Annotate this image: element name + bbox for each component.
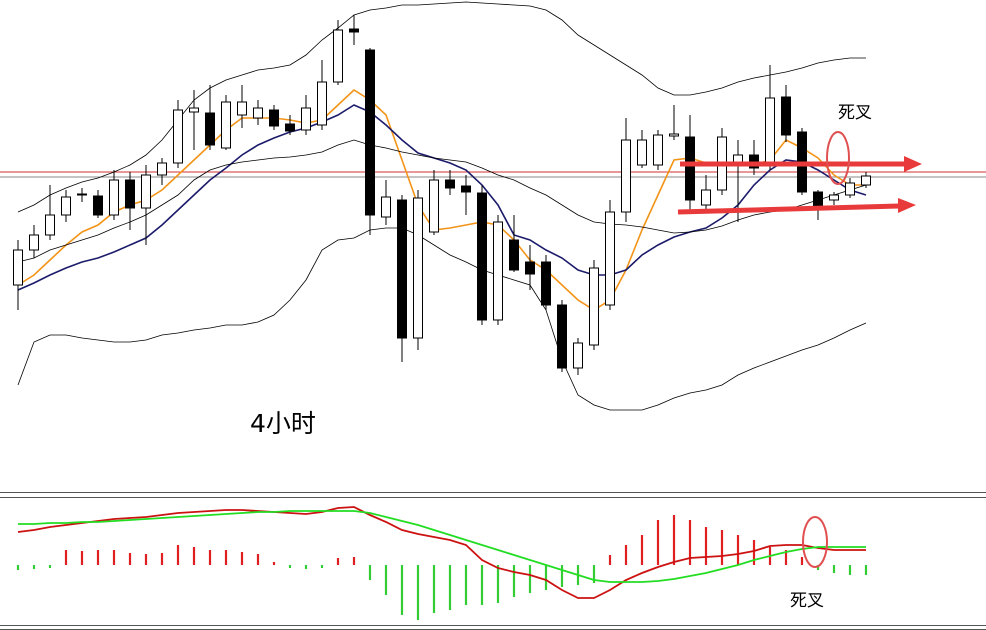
candle-body [445,179,455,189]
candle-body [333,29,343,83]
candle-body [685,136,695,201]
candle-body [861,175,871,186]
candle-body [813,191,823,208]
indicator-line [17,227,867,411]
candle-body [301,107,311,131]
candle-body [285,123,295,132]
candle-body [701,189,711,206]
candle-body [621,139,631,213]
candle-body [781,96,791,136]
arrow-head [898,198,916,213]
candle-body [381,196,391,218]
candle-body [205,112,215,146]
candle-body [509,239,519,271]
candle-body [109,179,119,216]
candle-body [541,261,551,306]
candle-body [845,182,855,196]
candle-body [221,101,231,149]
annotation: 死叉 [838,103,872,123]
candle-body [189,107,199,113]
macd-line [17,506,866,599]
indicator-line [17,1,866,213]
candle-body [365,49,375,216]
candle-body [573,342,583,369]
candle-body [77,193,87,196]
candle-body [13,249,23,286]
candle-body [589,267,599,346]
arrow-head [904,156,922,172]
candle-body [653,134,663,166]
indicator-line [17,139,867,263]
macd-panel [16,506,868,620]
candle-body [173,109,183,164]
candle-body [349,28,359,33]
highlight-ellipse [802,516,828,568]
annotation: 死叉 [790,591,824,611]
candle-body [477,192,487,321]
candle-body [125,179,135,209]
candle-body [237,101,247,116]
candle-body [269,109,279,127]
candle-body [141,174,151,209]
candle-body [525,261,535,275]
candle-body [669,133,679,137]
annotation-shapes [677,131,922,568]
candle-body [29,234,39,251]
macd-line [18,510,866,583]
candle-body [829,194,839,201]
candle-body [605,211,615,306]
candle-body [429,179,439,233]
candle-body [93,195,103,216]
candle-body [461,185,471,193]
highlight-ellipse [826,131,850,185]
arrow [677,203,901,215]
candle-body [413,197,423,339]
indicator-line [17,104,867,291]
candle-body [637,139,647,166]
candle-body [557,304,567,369]
candle-body [317,81,327,126]
candle-body [765,97,775,164]
candle-body [45,214,55,236]
candle-body [397,199,407,339]
candle-body [253,107,263,119]
candle-body [157,162,167,176]
candle-body [493,221,503,321]
candle-body [61,196,71,216]
timeframe-label: 4小时 [250,409,316,438]
